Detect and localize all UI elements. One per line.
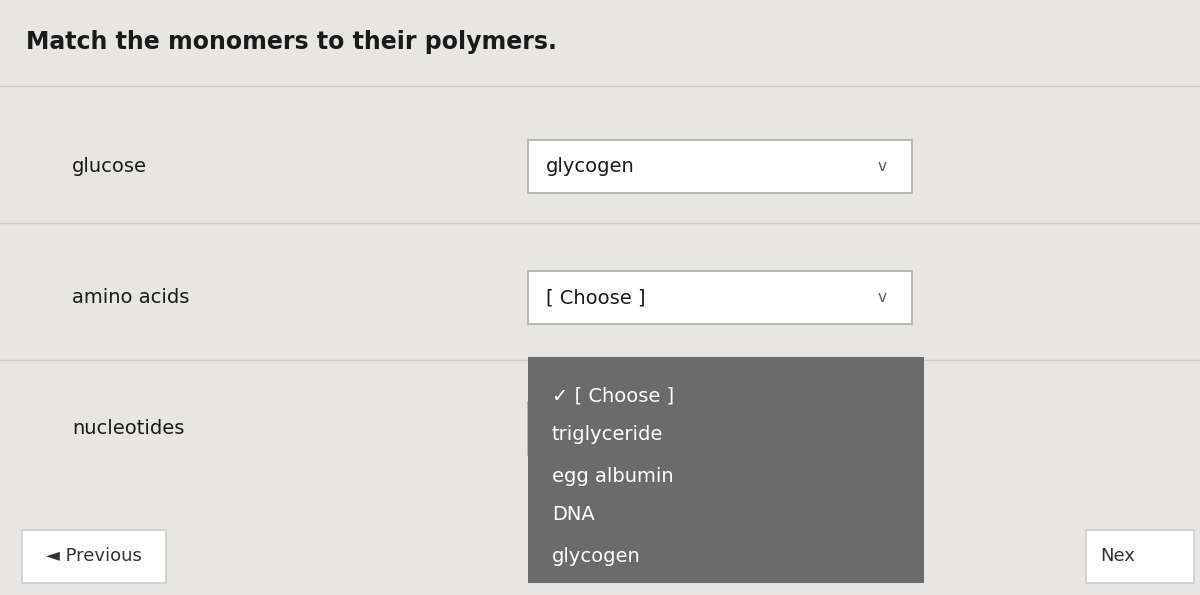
FancyBboxPatch shape <box>22 530 166 583</box>
Text: nucleotides: nucleotides <box>72 419 185 438</box>
Text: [ Choose ]: [ Choose ] <box>546 288 646 307</box>
Text: Nex: Nex <box>1100 547 1135 565</box>
Text: glycogen: glycogen <box>546 157 635 176</box>
Text: ✓ [ Choose ]: ✓ [ Choose ] <box>552 386 674 405</box>
Text: egg albumin: egg albumin <box>552 466 673 486</box>
FancyBboxPatch shape <box>528 271 912 324</box>
Text: DNA: DNA <box>552 505 595 524</box>
Text: glucose: glucose <box>72 157 148 176</box>
Text: ◄ Previous: ◄ Previous <box>46 547 142 565</box>
FancyBboxPatch shape <box>528 140 912 193</box>
FancyBboxPatch shape <box>528 357 924 583</box>
FancyBboxPatch shape <box>528 402 912 455</box>
Text: v: v <box>877 421 887 436</box>
Text: v: v <box>877 159 887 174</box>
Text: v: v <box>877 290 887 305</box>
Text: triglyceride: triglyceride <box>552 425 664 444</box>
Text: glycogen: glycogen <box>552 547 641 566</box>
Text: [ Choose ]: [ Choose ] <box>546 419 646 438</box>
Text: amino acids: amino acids <box>72 288 190 307</box>
FancyBboxPatch shape <box>1086 530 1194 583</box>
Text: Match the monomers to their polymers.: Match the monomers to their polymers. <box>26 30 557 54</box>
